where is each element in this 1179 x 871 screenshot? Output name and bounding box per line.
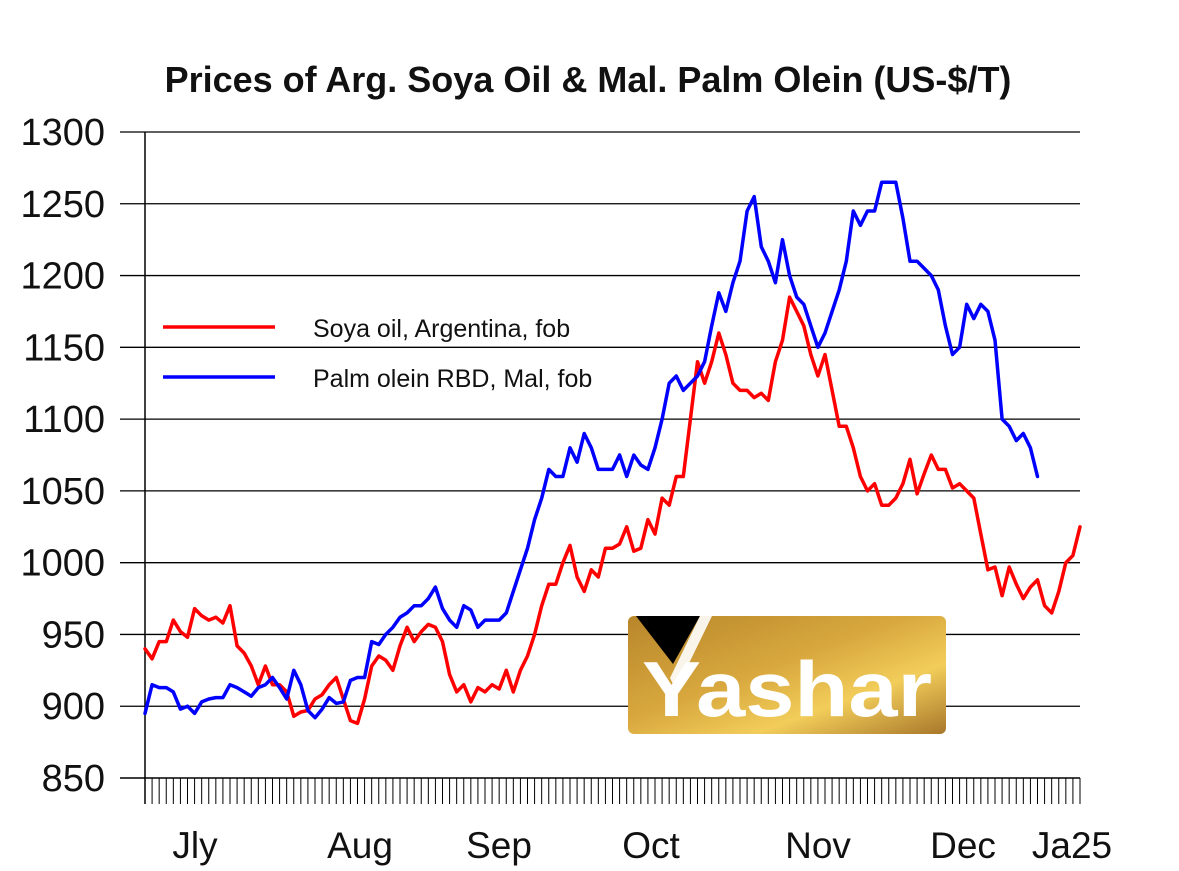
x-tick-label: Jly [172, 825, 218, 866]
logo-background [628, 616, 946, 734]
logo-text: Yashar [642, 645, 932, 733]
x-tick-label: Ja25 [1032, 825, 1112, 866]
y-tick-label: 900 [42, 686, 105, 728]
legend: Soya oil, Argentina, fob Palm olein RBD,… [163, 315, 592, 393]
y-tick-label: 1050 [20, 471, 105, 513]
y-axis: 1300 1250 1200 1150 1100 1050 1000 950 900 850 [20, 112, 1080, 804]
y-tick-label: 1100 [23, 399, 105, 441]
logo-stripe-icon [670, 616, 712, 690]
x-tick-label: Aug [327, 825, 393, 866]
x-tick-label: Nov [785, 825, 851, 866]
y-tick-label: 1200 [20, 256, 105, 298]
y-tick-label: 850 [42, 758, 105, 800]
x-tick-label: Sep [466, 825, 532, 866]
legend-label-palm: Palm olein RBD, Mal, fob [313, 365, 592, 393]
y-tick-label: 1000 [20, 543, 105, 585]
x-tick-label: Dec [930, 825, 996, 866]
grid-lines [120, 131, 1080, 707]
logo-black-triangle-icon [636, 616, 700, 664]
x-axis: Jly Aug Sep Oct Nov Dec Ja25 [144, 778, 1112, 866]
series-lines [143, 180, 1082, 726]
x-tick-label: Oct [622, 825, 680, 866]
series-line-soya [143, 295, 1082, 726]
chart-title: Prices of Arg. Soya Oil & Mal. Palm Olei… [165, 59, 1012, 100]
yashar-logo: Yashar [628, 616, 946, 734]
series-line-palm [143, 180, 1040, 720]
legend-label-soya: Soya oil, Argentina, fob [313, 315, 570, 343]
y-tick-label: 1300 [20, 112, 105, 154]
y-tick-label: 1250 [20, 184, 105, 226]
y-tick-label: 950 [42, 614, 105, 656]
y-tick-label: 1150 [23, 327, 105, 369]
